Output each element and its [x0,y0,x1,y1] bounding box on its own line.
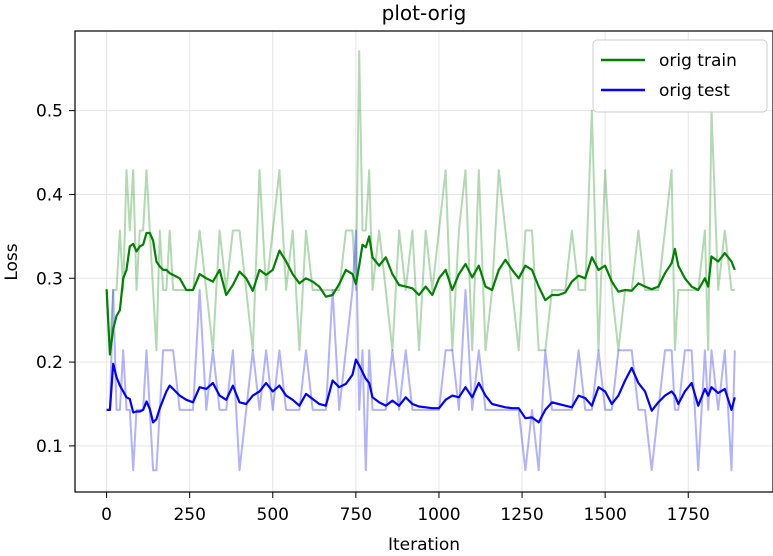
legend-label-orig-train: orig train [659,51,737,71]
x-tick-label: 0 [101,505,112,525]
y-axis-ticks: 0.1 0.2 0.3 0.4 0.5 [36,102,75,457]
legend-box [592,39,768,113]
y-tick-label: 0.2 [36,353,63,373]
y-tick-label: 0.1 [36,437,63,457]
series-line-orig-test [106,358,736,424]
chart-title: plot-orig [382,1,467,25]
x-tick-label: 750 [340,505,372,525]
x-tick-label: 1500 [584,505,627,525]
legend-label-orig-test: orig test [659,81,730,101]
y-axis-label: Loss [2,243,22,280]
x-tick-label: 250 [173,505,205,525]
y-tick-label: 0.5 [36,102,63,122]
series-line-orig-train [105,231,736,356]
x-tick-label: 1250 [500,505,543,525]
y-tick-label: 0.4 [36,185,63,205]
x-tick-label: 1750 [667,505,710,525]
x-tick-label: 1000 [417,505,460,525]
raw-line-orig-test [106,229,736,472]
x-tick-label: 500 [257,505,289,525]
y-tick-label: 0.3 [36,269,63,289]
plot-frame [74,30,773,493]
legend: orig train orig test [592,39,768,113]
smoothed-series-lines [105,231,736,424]
x-axis-label: Iteration [388,535,460,555]
x-axis-ticks: 0 250 500 750 1000 1250 1500 1750 [101,492,710,525]
